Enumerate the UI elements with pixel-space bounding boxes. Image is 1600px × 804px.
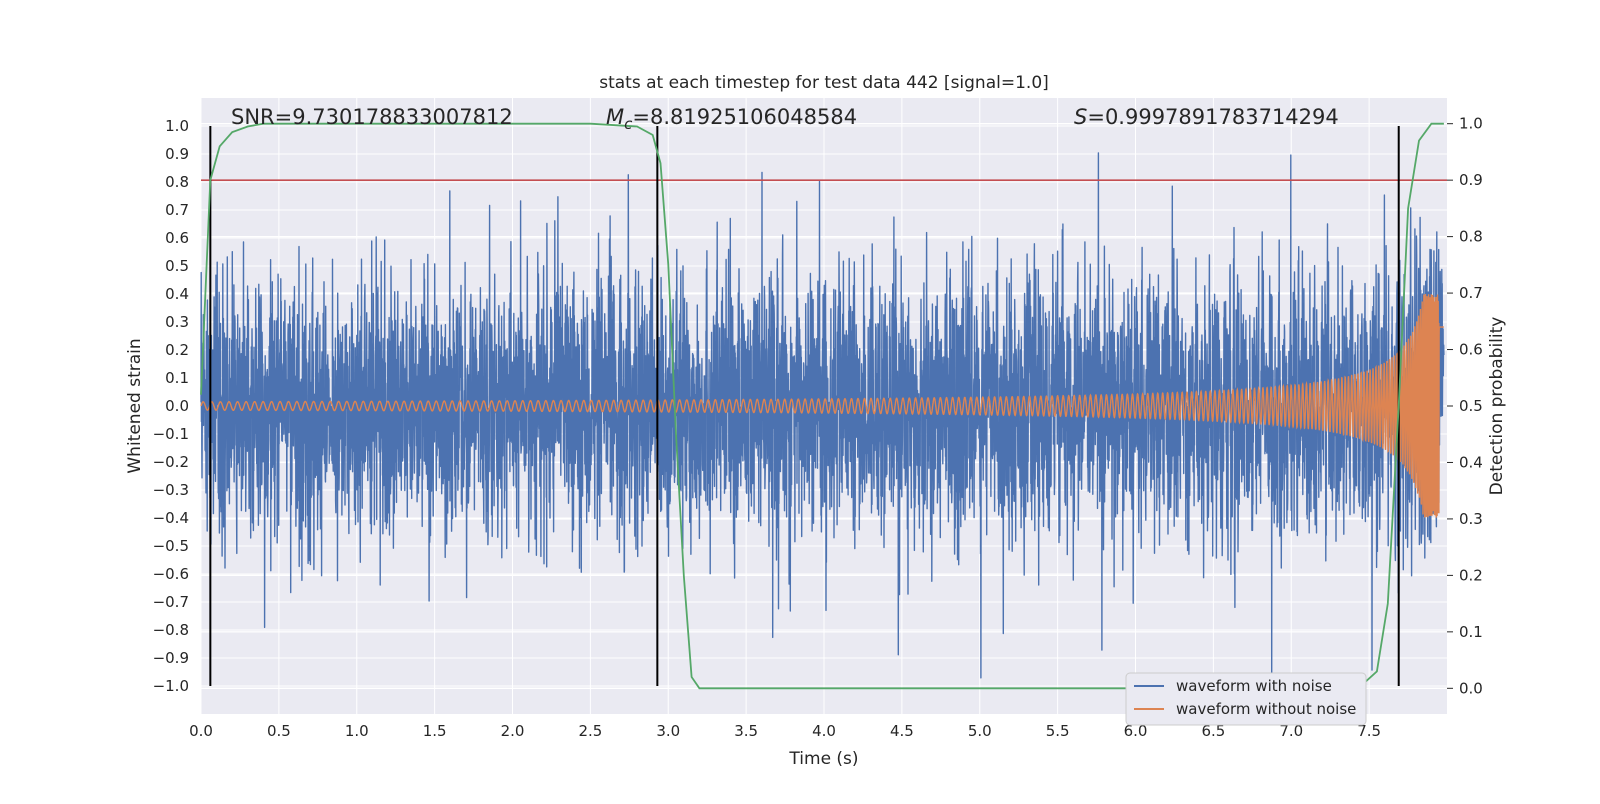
y-tick-label: −0.9 [153, 649, 189, 667]
snr-annotation: SNR=9.730178833007812 [231, 105, 513, 129]
mc-annotation: Mc=8.81925106048584 [606, 105, 857, 133]
legend-label-waveform-without-noise: waveform without noise [1176, 700, 1356, 718]
series-waveform-with-noise [200, 152, 1445, 684]
y-tick-label: 0.3 [165, 313, 189, 331]
x-tick-label: 1.0 [345, 722, 369, 740]
y2-tick-label: 0.7 [1459, 284, 1483, 302]
s-annotation: S=0.9997891783714294 [1074, 105, 1339, 129]
chart-title: stats at each timestep for test data 442… [599, 73, 1049, 93]
x-tick-label: 0.0 [189, 722, 213, 740]
y2-tick-label: 0.9 [1459, 171, 1483, 189]
y-tick-label: 1.0 [165, 117, 189, 135]
y-tick-label: −0.1 [153, 425, 189, 443]
y-tick-label: 0.8 [165, 173, 189, 191]
y-tick-label: −0.2 [153, 453, 189, 471]
x-tick-label: 5.0 [968, 722, 992, 740]
x-tick-label: 4.0 [812, 722, 836, 740]
y-axis-label: Whitened strain [125, 338, 145, 473]
y-tick-label: 0.7 [165, 201, 189, 219]
x-ticks: 0.0 0.5 1.0 1.5 2.0 2.5 3.0 3.5 4.0 4.5 5.0 5.5 6.0 6… [189, 722, 1381, 740]
s-symbol: S [1074, 105, 1087, 129]
x-axis-label: Time (s) [788, 749, 858, 769]
y-tick-label: 0.2 [165, 341, 189, 359]
s-value: =0.9997891783714294 [1087, 105, 1338, 129]
y2-axis-label: Detection probability [1487, 317, 1507, 496]
y2-ticks: 0.0 0.1 0.2 0.3 0.4 0.5 0.6 0.7 0.8 0.9 1.0 [1447, 115, 1483, 697]
y2-tick-label: 0.2 [1459, 566, 1483, 584]
x-tick-label: 1.5 [423, 722, 447, 740]
y2-tick-label: 0.8 [1459, 228, 1483, 246]
x-tick-label: 3.5 [734, 722, 758, 740]
y-tick-label: 0.9 [165, 145, 189, 163]
mc-value: =8.81925106048584 [632, 105, 857, 129]
probability-line [200, 122, 1444, 690]
legend-label-waveform-with-noise: waveform with noise [1176, 677, 1332, 695]
y-ticks: −1.0 −0.9 −0.8 −0.7 −0.6 −0.5 −0.4 −0.3 −0.2 −0.1… [153, 117, 189, 695]
noise-line [200, 152, 1445, 684]
x-tick-label: 2.5 [578, 722, 602, 740]
x-tick-label: 6.5 [1201, 722, 1225, 740]
y-tick-label: −0.3 [153, 481, 189, 499]
mc-symbol: M [606, 105, 624, 129]
y2-tick-label: 0.6 [1459, 341, 1483, 359]
y-tick-label: −1.0 [153, 677, 189, 695]
y-tick-label: −0.7 [153, 593, 189, 611]
y-tick-label: −0.4 [153, 509, 189, 527]
y-tick-label: −0.5 [153, 537, 189, 555]
x-tick-label: 3.0 [656, 722, 680, 740]
legend-box [1125, 672, 1367, 726]
x-tick-label: 2.0 [501, 722, 525, 740]
y-tick-label: 0.0 [165, 397, 189, 415]
y2-tick-label: 1.0 [1459, 115, 1483, 133]
y2-tick-label: 0.1 [1459, 623, 1483, 641]
x-tick-label: 0.5 [267, 722, 291, 740]
y-tick-label: −0.8 [153, 621, 189, 639]
y-tick-label: −0.6 [153, 565, 189, 583]
y-tick-label: 0.5 [165, 257, 189, 275]
series-waveform-without-noise [200, 293, 1444, 518]
x-tick-label: 7.0 [1279, 722, 1303, 740]
mc-subscript: c [624, 115, 633, 133]
series-detection-probability [200, 122, 1444, 690]
y2-tick-label: 0.5 [1459, 397, 1483, 415]
x-tick-label: 7.5 [1357, 722, 1381, 740]
y-tick-label: 0.1 [165, 369, 189, 387]
y2-tick-label: 0.0 [1459, 679, 1483, 697]
y2-tick-label: 0.3 [1459, 510, 1483, 528]
x-tick-label: 4.5 [890, 722, 914, 740]
y2-tick-label: 0.4 [1459, 453, 1483, 471]
x-tick-label: 6.0 [1124, 722, 1148, 740]
legend: waveform with noise waveform without noi… [1125, 672, 1367, 726]
y-tick-label: 0.4 [165, 285, 189, 303]
x-tick-label: 5.5 [1046, 722, 1070, 740]
clean-line [200, 293, 1444, 518]
y-tick-label: 0.6 [165, 229, 189, 247]
